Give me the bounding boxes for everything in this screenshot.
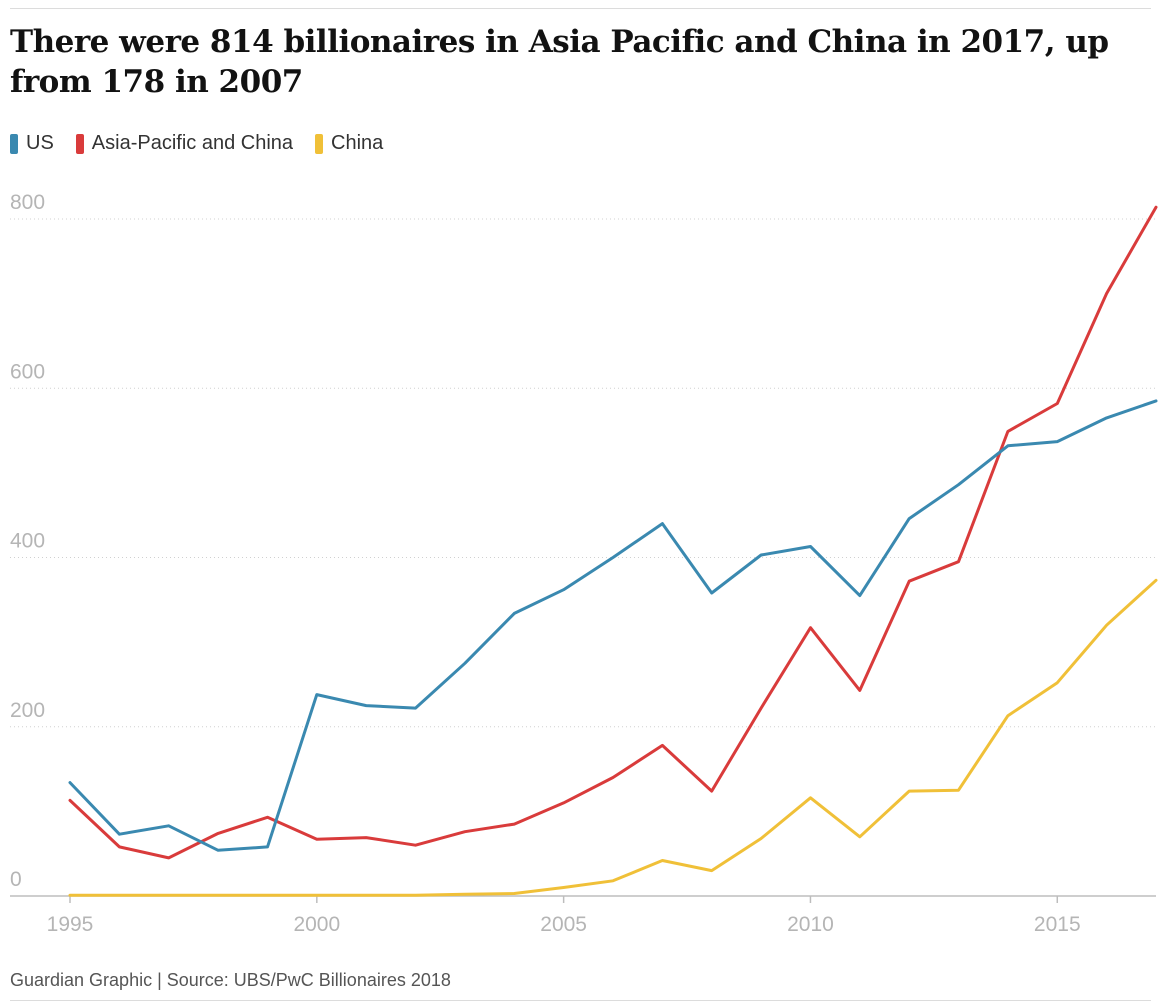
y-tick-label-200: 200: [10, 699, 45, 722]
y-tick-label-800: 800: [10, 191, 45, 214]
legend-item-asia-pacific: Asia-Pacific and China: [75, 132, 294, 155]
top-rule: [10, 8, 1151, 9]
legend-swatch-asia-pacific: [75, 133, 84, 154]
bottom-rule: [10, 1000, 1151, 1001]
series-line-asia-pacific-and-china: [68, 205, 1158, 860]
x-tick-label-2010: 2010: [787, 913, 834, 936]
x-tick-label-1995: 1995: [47, 913, 94, 936]
legend: US Asia-Pacific and China China: [10, 132, 383, 155]
y-tick-label-600: 600: [10, 360, 45, 383]
series-line-us: [68, 399, 1158, 852]
legend-label-china: China: [331, 132, 384, 154]
legend-swatch-china: [315, 133, 324, 154]
legend-label-asia-pacific: Asia-Pacific and China: [91, 132, 294, 154]
x-tick-label-2000: 2000: [293, 913, 340, 936]
x-tick-label-2015: 2015: [1034, 913, 1081, 936]
y-tick-label-0: 0: [10, 868, 22, 891]
y-tick-label-400: 400: [10, 530, 45, 553]
series-line-china: [68, 578, 1158, 897]
line-chart: 0 200 400 600 800 1995 2000 2005 2010 2015: [10, 191, 1158, 936]
legend-item-us: US: [10, 132, 54, 155]
legend-swatch-us: [10, 133, 18, 154]
x-tick-label-2005: 2005: [540, 913, 587, 936]
source-note: Guardian Graphic | Source: UBS/PwC Billi…: [10, 970, 451, 990]
legend-item-china: China: [315, 132, 383, 155]
chart-title: There were 814 billionaires in Asia Paci…: [10, 24, 1109, 101]
legend-label-us: US: [26, 132, 54, 154]
